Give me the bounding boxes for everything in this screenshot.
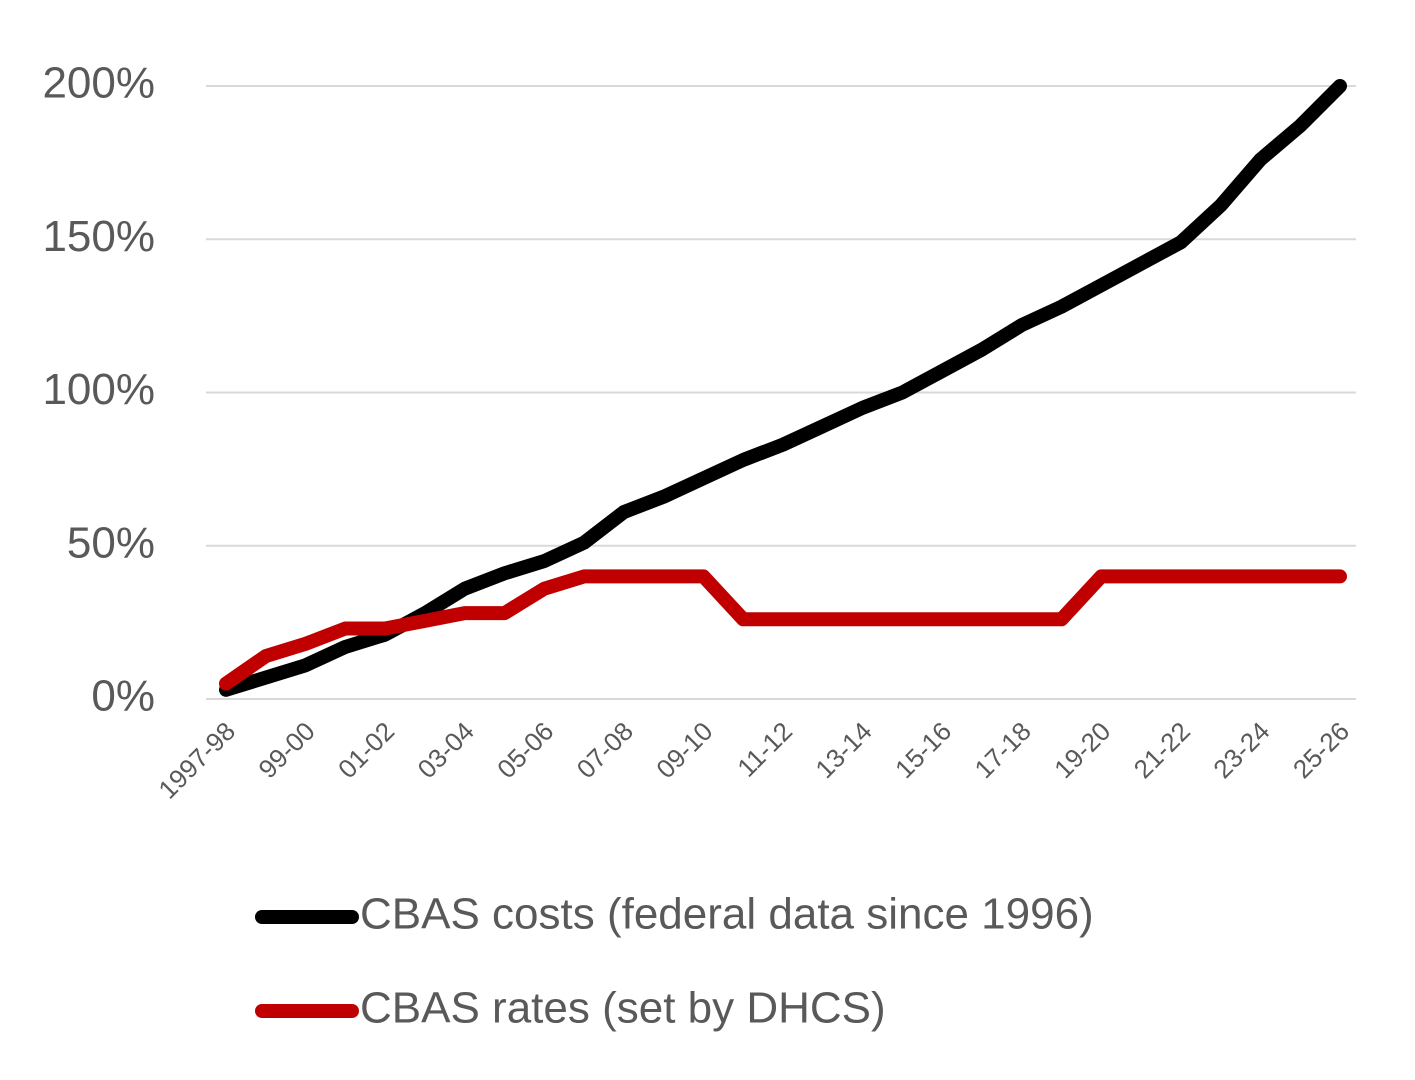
legend-label: CBAS rates (set by DHCS) <box>360 984 886 1033</box>
y-tick-label: 200% <box>42 59 155 108</box>
y-tick-label: 150% <box>42 212 155 261</box>
x-tick-label: 07-08 <box>571 716 639 784</box>
x-tick-label: 01-02 <box>332 716 400 784</box>
x-tick-label: 19-20 <box>1048 716 1116 784</box>
x-tick-label: 17-18 <box>969 716 1037 784</box>
x-tick-label: 25-26 <box>1287 716 1355 784</box>
y-tick-label: 0% <box>91 672 155 721</box>
x-tick-label: 11-12 <box>731 716 798 783</box>
line <box>219 79 1347 697</box>
legend-label: CBAS costs (federal data since 1996) <box>360 890 1094 939</box>
line <box>219 569 1347 691</box>
x-tick-label: 09-10 <box>650 716 718 784</box>
x-tick-label: 03-04 <box>412 716 480 784</box>
x-tick-label: 1997-98 <box>152 716 241 805</box>
y-tick-label: 100% <box>42 365 155 414</box>
x-tick-label: 21-22 <box>1128 716 1196 784</box>
x-tick-label: 23-24 <box>1207 716 1275 784</box>
x-tick-label: 13-14 <box>809 716 877 784</box>
x-tick-label: 05-06 <box>491 716 559 784</box>
y-tick-label: 50% <box>67 518 155 567</box>
x-tick-label: 15-16 <box>889 716 957 784</box>
x-tick-label: 99-00 <box>252 716 320 784</box>
